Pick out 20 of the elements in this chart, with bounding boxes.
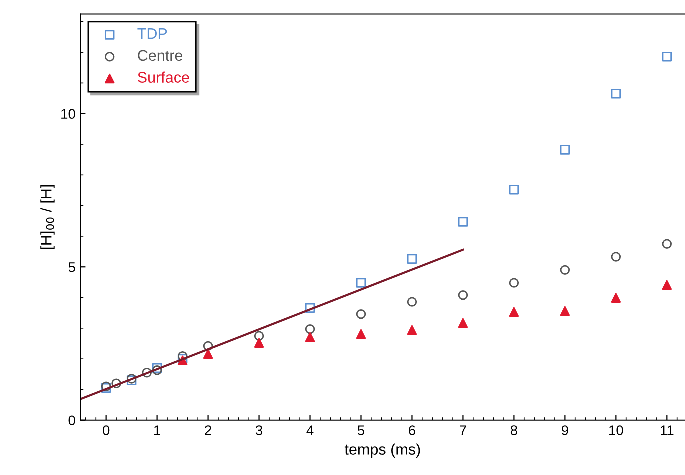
x-tick-label: 5 bbox=[358, 426, 365, 436]
legend-label: Centre bbox=[138, 50, 183, 62]
x-tick-label: 7 bbox=[460, 426, 466, 436]
legend-label: Surface bbox=[138, 72, 190, 83]
x-tick-label: 10 bbox=[610, 426, 624, 436]
y-tick-label: 0 bbox=[68, 416, 76, 426]
y-tick-label: 10 bbox=[62, 109, 76, 120]
x-tick-label: 0 bbox=[103, 426, 110, 436]
y-axis-title: [H]$_{00}$ / [H] bbox=[40, 185, 55, 250]
y-tick-label: 5 bbox=[68, 262, 76, 272]
x-tick-label: 4 bbox=[306, 426, 314, 436]
legend-label: TDP bbox=[138, 28, 168, 40]
x-axis-title: temps (ms) bbox=[344, 444, 420, 458]
x-tick-label: 1 bbox=[154, 426, 160, 436]
x-tick-label: 6 bbox=[409, 426, 416, 436]
x-tick-label: 11 bbox=[661, 426, 674, 436]
x-tick-label: 2 bbox=[205, 426, 212, 436]
x-tick-label: 3 bbox=[256, 426, 263, 436]
x-tick-label: 9 bbox=[562, 426, 568, 436]
x-tick-label: 8 bbox=[510, 426, 518, 436]
